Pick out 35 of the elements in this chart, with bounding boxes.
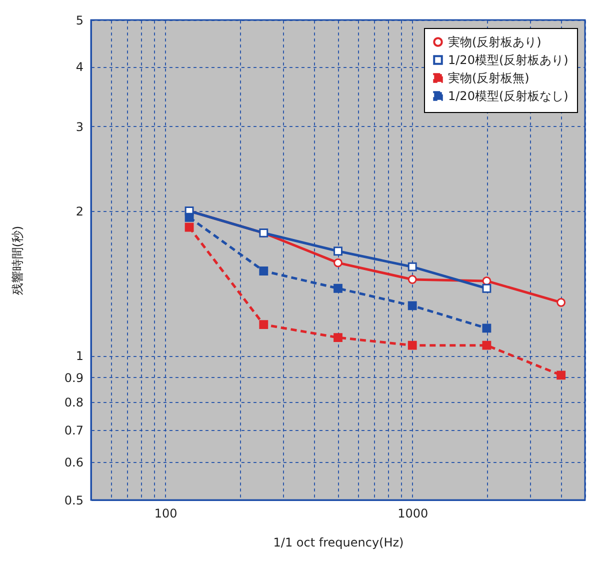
point [482, 340, 492, 350]
point [184, 212, 194, 222]
point [408, 275, 417, 284]
point [556, 298, 566, 307]
legend-label: 1/20模型(反射板あり) [448, 53, 568, 67]
legend-label: 実物(反射板無) [448, 71, 530, 85]
x-tick-label: 100 [154, 506, 178, 520]
y-tick-label: 0.7 [64, 423, 84, 438]
legend-label: 1/20模型(反射板なし) [448, 89, 568, 103]
y-tick-label: 0.5 [64, 494, 84, 508]
legend-label: 実物(反射板あり) [448, 35, 542, 49]
y-tick-label: 0.9 [64, 370, 84, 385]
y-tick-label: 1 [76, 349, 84, 364]
y-tick-label: 0.6 [64, 455, 84, 470]
point [184, 222, 194, 232]
point [482, 324, 492, 333]
point [334, 284, 342, 293]
point [334, 246, 342, 256]
x-axis-title: 1/1 oct frequency(Hz) [273, 536, 404, 550]
y-tick-label: 3 [76, 120, 84, 134]
point [408, 301, 417, 310]
y-tick-label: 2 [76, 204, 84, 219]
y-tick-label: 4 [76, 60, 84, 74]
point [334, 333, 342, 342]
y-tick-label: 5 [76, 14, 84, 28]
x-tick-label: 1000 [398, 506, 428, 520]
point [408, 340, 417, 350]
point [259, 266, 268, 276]
y-tick-label: 0.8 [64, 396, 84, 410]
point [408, 262, 417, 272]
point [259, 320, 268, 330]
point [482, 284, 492, 293]
point [556, 370, 566, 380]
point [334, 258, 342, 268]
y-axis-title: 残響時間(秒) [10, 226, 24, 296]
